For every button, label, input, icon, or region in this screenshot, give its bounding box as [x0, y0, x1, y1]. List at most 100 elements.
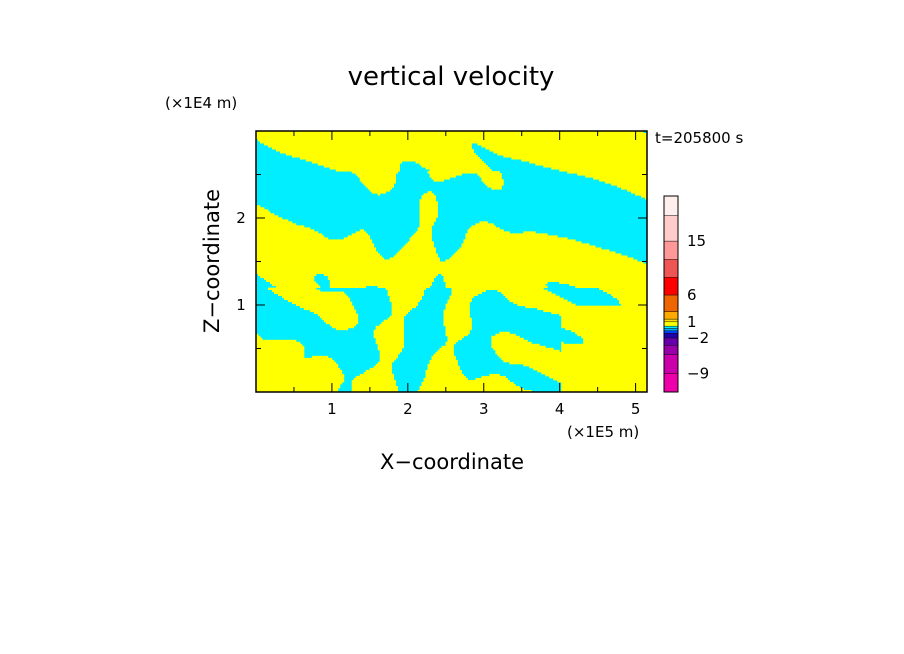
field-cell [256, 341, 301, 345]
field-cell [561, 325, 647, 329]
field-cell [271, 289, 321, 293]
colorbar-label: 15 [687, 232, 706, 250]
field-cell [391, 309, 410, 313]
field-cell [389, 257, 440, 260]
field-cell [351, 379, 397, 383]
field-cell [483, 181, 504, 184]
field-cell [599, 287, 647, 291]
y-axis-label: Z−coordinate [200, 189, 224, 333]
field-cell [415, 231, 432, 234]
field-cell [419, 163, 486, 166]
field-cell [509, 299, 568, 303]
field-cell [419, 205, 438, 208]
field-cell [449, 257, 634, 260]
field-cell [419, 203, 438, 206]
field-cell [256, 249, 377, 252]
colorbar-bin [663, 328, 679, 332]
field-cell [427, 365, 460, 369]
field-cell [491, 343, 540, 347]
field-cell [343, 237, 371, 240]
field-cell [443, 279, 647, 282]
field-cell [617, 185, 647, 188]
field-cell [583, 341, 647, 345]
field-cell [256, 339, 297, 343]
field-cell [425, 375, 466, 379]
field-cell [256, 379, 345, 383]
field-cell [561, 349, 647, 353]
field-cell [391, 311, 409, 315]
colorbar-bin [663, 321, 679, 327]
colorbar-label: −9 [687, 364, 709, 382]
field-cell [503, 155, 647, 158]
field-cell [365, 369, 393, 373]
field-cell [256, 353, 305, 357]
field-cell [351, 381, 397, 385]
field-cell [447, 337, 462, 341]
field-cell [256, 383, 341, 387]
field-cell [373, 333, 405, 337]
field-cell [373, 329, 405, 333]
field-cell [256, 205, 261, 208]
field-cell [267, 145, 472, 148]
field-cell [641, 195, 647, 198]
field-cell [389, 299, 420, 303]
field-cell [421, 197, 436, 200]
colorbar-bin [663, 345, 679, 355]
field-cell [621, 303, 647, 307]
chart-title: vertical velocity [348, 62, 555, 92]
field-cell [256, 217, 283, 220]
field-cell [545, 373, 647, 377]
field-cell [256, 247, 377, 250]
field-cell [355, 231, 367, 234]
field-cell [399, 249, 436, 252]
field-cell [389, 297, 422, 301]
field-cell [389, 315, 405, 319]
field-cell [256, 253, 381, 256]
field-cell [481, 145, 647, 148]
field-cell [256, 207, 265, 210]
field-cell [256, 241, 373, 244]
field-cell [256, 137, 647, 140]
field-cell [501, 357, 647, 361]
field-cell [433, 353, 454, 357]
field-cell [256, 265, 647, 268]
field-cell [256, 345, 305, 349]
field-cell [256, 263, 647, 266]
field-cell [421, 195, 436, 198]
field-cell [561, 345, 647, 349]
field-cell [256, 351, 305, 355]
field-cell [256, 261, 644, 264]
field-cell [443, 277, 647, 280]
field-cell [447, 335, 464, 339]
field-cell [465, 233, 548, 236]
field-cell [256, 335, 261, 339]
field-cell [256, 209, 269, 212]
field-cell [495, 351, 647, 355]
field-cell [305, 159, 482, 162]
colorbar-label: 1 [687, 313, 697, 331]
field-cell [256, 239, 373, 242]
field-cell [627, 189, 647, 192]
field-cell [551, 311, 647, 315]
field-cell [431, 357, 456, 361]
field-cell [561, 347, 647, 351]
field-cell [351, 389, 399, 392]
field-cell [351, 383, 397, 387]
field-cell [256, 371, 343, 375]
field-cell [439, 347, 454, 351]
field-cell [263, 277, 315, 280]
field-cell [603, 289, 647, 293]
field-cell [533, 367, 647, 371]
field-cell [393, 255, 438, 258]
field-cell [403, 245, 434, 248]
field-cell [517, 303, 576, 307]
field-cell [487, 185, 502, 188]
field-cell [256, 267, 647, 270]
colorbar-bin [663, 325, 679, 329]
field-cell [389, 295, 422, 299]
field-cell [377, 285, 430, 288]
field-cell [451, 293, 478, 297]
field-cell [419, 219, 436, 222]
field-cell [491, 339, 528, 343]
y-tick-label: 2 [236, 209, 246, 227]
